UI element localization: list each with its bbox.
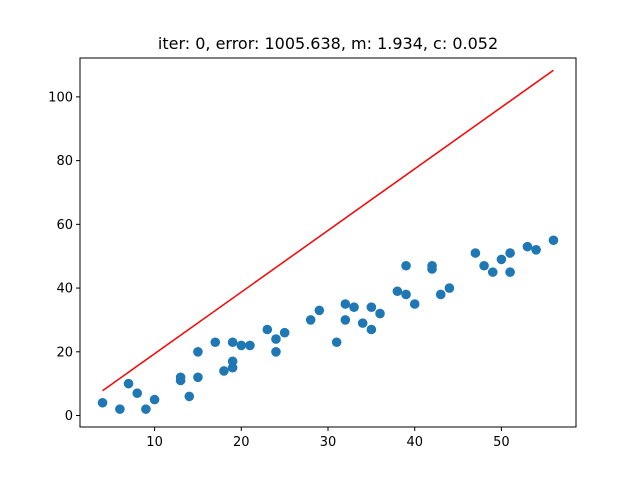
data-point-17 xyxy=(245,340,255,351)
y-tick-label: 100 xyxy=(48,90,73,105)
data-point-43 xyxy=(496,254,507,265)
x-tick-label: 30 xyxy=(320,435,337,450)
data-point-21 xyxy=(279,327,290,338)
data-point-37 xyxy=(427,260,437,271)
data-point-0 xyxy=(97,397,108,408)
data-point-29 xyxy=(366,324,377,335)
data-point-34 xyxy=(401,260,411,271)
y-tick-label: 0 xyxy=(65,409,73,424)
y-tick-label: 40 xyxy=(56,282,73,297)
x-tick-label: 10 xyxy=(146,435,163,450)
data-point-9 xyxy=(193,372,203,383)
data-point-27 xyxy=(349,302,359,312)
y-tick-label: 60 xyxy=(56,218,73,233)
data-point-20 xyxy=(271,334,281,344)
data-point-22 xyxy=(305,315,316,325)
data-point-47 xyxy=(531,245,541,255)
data-point-24 xyxy=(331,337,342,348)
regression-line xyxy=(102,69,554,392)
x-tick-label: 40 xyxy=(406,435,423,450)
data-point-48 xyxy=(548,235,559,246)
data-point-3 xyxy=(132,388,143,399)
data-point-31 xyxy=(375,308,385,319)
data-point-32 xyxy=(392,286,403,297)
plot-area: 10 20 30 40 50 0 20 40 60 80 100 xyxy=(48,57,577,450)
data-point-1 xyxy=(115,404,125,414)
x-tick-label: 20 xyxy=(233,435,250,450)
data-point-7 xyxy=(175,372,186,383)
data-point-8 xyxy=(184,391,195,402)
data-point-30 xyxy=(366,302,377,312)
data-point-23 xyxy=(314,305,325,316)
data-point-40 xyxy=(470,248,481,258)
data-point-2 xyxy=(123,378,134,389)
data-point-5 xyxy=(149,394,160,405)
data-point-45 xyxy=(505,248,515,258)
data-point-39 xyxy=(444,283,455,293)
data-point-18 xyxy=(262,324,273,335)
x-axis-ticks: 10 20 30 40 50 xyxy=(146,427,510,450)
data-point-19 xyxy=(271,347,281,357)
data-point-12 xyxy=(219,366,229,376)
chart-title: iter: 0, error: 1005.638, m: 1.934, c: 0… xyxy=(158,34,498,53)
data-point-10 xyxy=(193,347,203,357)
data-point-42 xyxy=(487,267,498,277)
data-point-41 xyxy=(479,260,489,271)
data-point-46 xyxy=(522,241,533,252)
data-point-35 xyxy=(409,299,420,309)
fit-line-layer xyxy=(102,69,554,392)
scatter-points xyxy=(97,235,559,414)
data-point-16 xyxy=(236,340,247,351)
data-point-26 xyxy=(340,299,351,309)
data-point-11 xyxy=(210,337,221,348)
data-point-25 xyxy=(340,315,351,325)
data-point-44 xyxy=(505,267,515,277)
data-point-15 xyxy=(227,337,238,348)
data-point-4 xyxy=(141,404,151,414)
data-point-33 xyxy=(401,289,411,300)
y-axis-ticks: 0 20 40 60 80 100 xyxy=(48,90,80,424)
data-point-38 xyxy=(435,289,446,300)
y-tick-label: 20 xyxy=(56,345,73,360)
x-tick-label: 50 xyxy=(493,435,510,450)
data-point-28 xyxy=(357,318,368,328)
data-point-14 xyxy=(227,356,238,367)
y-tick-label: 80 xyxy=(56,154,73,169)
